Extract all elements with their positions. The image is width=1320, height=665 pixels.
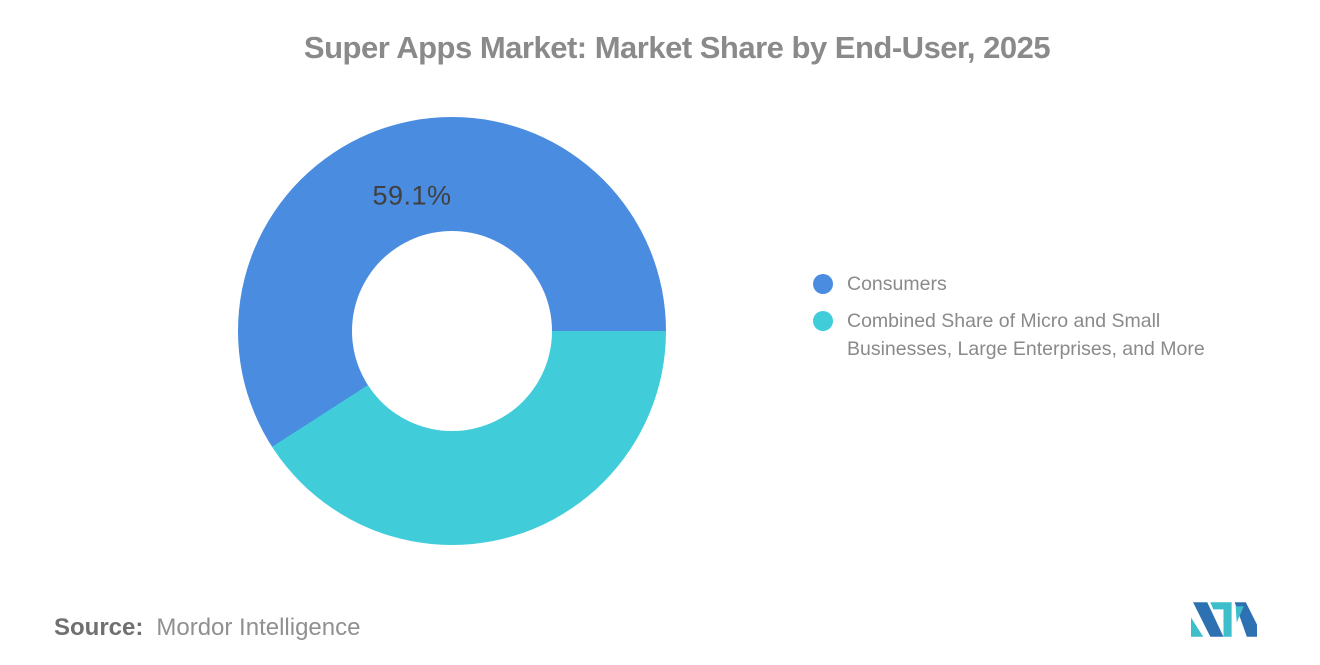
slice-label-consumers: 59.1% <box>372 180 452 211</box>
legend-label-consumers: Consumers <box>847 273 947 295</box>
logo-shape-teal-bar <box>1210 602 1232 637</box>
legend-dot-combined-share-icon <box>813 311 833 331</box>
donut-hole <box>352 231 552 431</box>
donut-chart: 59.1% <box>238 117 666 545</box>
mordor-intelligence-logo <box>1191 602 1257 637</box>
logo-shape-teal-triangle <box>1191 617 1204 637</box>
chart-title: Super Apps Market: Market Share by End-U… <box>303 30 1051 65</box>
source-value: Mordor Intelligence <box>156 614 361 641</box>
legend-item-consumers: Consumers <box>813 270 1243 298</box>
legend-dot-consumers-icon <box>813 274 833 294</box>
logo-shape-blue-diagonal <box>1193 602 1224 637</box>
logo-shape-teal-notch <box>1235 606 1244 623</box>
legend: Consumers Combined Share of Micro and Sm… <box>813 270 1243 363</box>
source-attribution: Source: Mordor Intelligence <box>54 613 360 643</box>
legend-item-combined-share: Combined Share of Micro and Small Busine… <box>813 307 1243 363</box>
legend-label-combined-share: Combined Share of Micro and Small Busine… <box>847 310 1205 360</box>
source-label: Source: <box>54 614 144 641</box>
